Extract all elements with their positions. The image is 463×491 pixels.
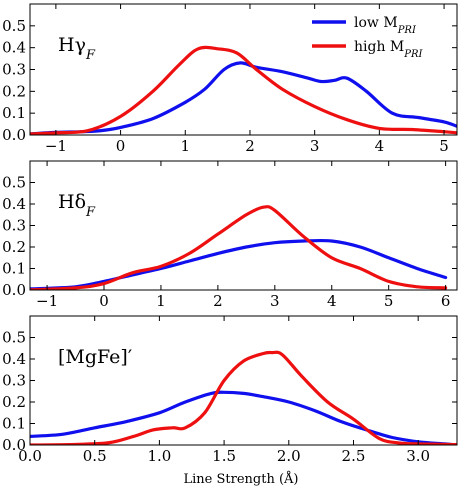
x-tick-label: 3 — [270, 292, 280, 310]
series-line-low — [30, 238, 448, 290]
legend-label-subscript: PRI — [397, 25, 417, 36]
panel-2: 0.0 0.1 0.2 0.3 0.4 0.5 −1 0 1 2 3 4 5 6 HδF — [2, 160, 458, 310]
plot-frame — [29, 315, 458, 446]
series-line-high — [30, 45, 457, 135]
legend: low MPRI high MPRI — [312, 15, 424, 60]
panel-label: [MgFe]′ — [58, 346, 132, 368]
y-tick-label: 0.2 — [2, 82, 26, 100]
y-tick-label: 0.2 — [2, 238, 26, 256]
x-tick-label: 1.0 — [147, 447, 171, 465]
x-tick-label: 1 — [180, 137, 190, 155]
x-axis-label: Line Strength (Å) — [184, 471, 299, 487]
y-tick-label: 0.0 — [2, 126, 26, 144]
panel-label-subscript: F — [85, 205, 96, 220]
panel-label: HγF — [58, 34, 96, 63]
x-tick-label: 1.5 — [212, 447, 236, 465]
x-tick-label: 2 — [245, 137, 255, 155]
y-tick-label: 0.4 — [2, 39, 26, 57]
x-tick-label: 3.0 — [406, 447, 430, 465]
x-tick-label: −1 — [45, 137, 67, 155]
y-tick-label: 0.1 — [2, 415, 26, 433]
series-line-low — [30, 390, 457, 445]
x-tick-label: 4 — [327, 292, 337, 310]
y-tick-label: 0.5 — [2, 17, 26, 35]
legend-label-high: high MPRI — [354, 39, 424, 60]
x-tick-label: 0 — [99, 292, 109, 310]
series-line-low — [30, 61, 457, 135]
x-tick-label: 6 — [441, 292, 451, 310]
y-tick-label: 0.3 — [2, 217, 26, 235]
panel-label: HδF — [58, 191, 96, 220]
y-tick-label: 0.2 — [2, 393, 26, 411]
y-tick-label: 0.5 — [2, 174, 26, 192]
plot-frame — [29, 160, 458, 291]
panel-3: 0.0 0.1 0.2 0.3 0.4 0.5 0.0 0.5 1.0 1.5 2.0 2.5 3.0 [… — [2, 315, 458, 465]
x-tick-label: 5 — [439, 137, 449, 155]
y-tick-label: 0.0 — [2, 436, 26, 454]
x-tick-label: 0.0 — [18, 447, 42, 465]
series-line-high — [30, 350, 457, 445]
x-tick-label: 0.5 — [83, 447, 107, 465]
y-tick-label: 0.3 — [2, 61, 26, 79]
y-tick-label: 0.5 — [2, 329, 26, 347]
x-tick-label: 1 — [156, 292, 166, 310]
y-tick-label: 0.3 — [2, 372, 26, 390]
x-tick-label: 0 — [116, 137, 126, 155]
x-tick-label: 4 — [375, 137, 385, 155]
panel-label-subscript: F — [85, 48, 96, 63]
x-tick-label: 2.5 — [342, 447, 366, 465]
y-tick-label: 0.4 — [2, 350, 26, 368]
x-tick-label: 2 — [213, 292, 223, 310]
x-tick-label: −1 — [36, 292, 58, 310]
legend-label-low: low MPRI — [354, 15, 417, 36]
y-tick-label: 0.4 — [2, 195, 26, 213]
y-tick-label: 0.0 — [2, 281, 26, 299]
legend-label-subscript: PRI — [403, 49, 423, 60]
x-tick-label: 3 — [310, 137, 320, 155]
y-tick-label: 0.1 — [2, 260, 26, 278]
x-tick-label: 5 — [384, 292, 394, 310]
series-line-high — [30, 205, 448, 290]
y-tick-label: 0.1 — [2, 104, 26, 122]
x-tick-label: 2.0 — [277, 447, 301, 465]
